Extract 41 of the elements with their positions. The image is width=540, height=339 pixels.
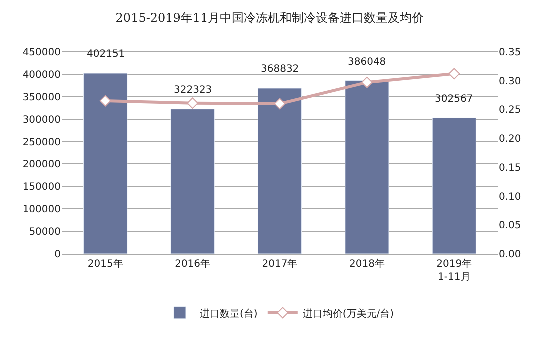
data-label: 322323 xyxy=(174,85,212,96)
bar xyxy=(258,88,302,254)
bar xyxy=(170,109,215,254)
bar xyxy=(345,80,390,254)
y-tick-label: 0 xyxy=(54,250,61,260)
point xyxy=(187,98,198,110)
y-tick-label: 100000 xyxy=(22,204,61,216)
legend-label: 进口均价(万美元/台) xyxy=(302,308,394,320)
x-tick-label: 2019年 1-11月 xyxy=(436,258,472,283)
y2-tick-label: 0.05 xyxy=(499,220,522,232)
x-tick-label: 2018年 xyxy=(349,258,385,270)
bar xyxy=(432,118,476,254)
point xyxy=(100,95,112,107)
x-tick-label: 2016年 xyxy=(175,258,211,270)
x-tick-label: 2017年 xyxy=(262,258,298,270)
data-label: 386048 xyxy=(348,57,386,68)
y2-tick-label: 0.15 xyxy=(499,162,522,174)
legend-label: 进口数量(台) xyxy=(200,308,258,320)
y-tick-label: 350000 xyxy=(22,92,61,104)
y-tick-label: 200000 xyxy=(22,160,61,171)
data-label: 402151 xyxy=(87,49,126,60)
y2-tick-label: 0.30 xyxy=(499,76,522,88)
y-tick-label: 50000 xyxy=(29,227,61,238)
y2-tick-label: 0.10 xyxy=(499,192,522,203)
y-tick-label: 450000 xyxy=(22,48,61,58)
y2-tick-label: 0.00 xyxy=(499,250,522,260)
bar xyxy=(84,73,128,254)
data-label: 368832 xyxy=(261,64,300,75)
x-tick-label: 2015年 xyxy=(88,258,124,270)
point xyxy=(274,98,286,110)
point xyxy=(448,68,460,80)
y-tick-label: 250000 xyxy=(22,137,61,148)
y-tick-label: 300000 xyxy=(22,114,61,126)
y2-tick-label: 0.25 xyxy=(499,105,522,116)
point xyxy=(362,76,373,88)
data-label: 302567 xyxy=(435,94,474,105)
chart-title: 2015-2019年11月中国冷冻机和制冷设备进口数量及均价 xyxy=(116,10,424,25)
y2-tick-label: 0.20 xyxy=(499,134,522,146)
y2-tick-label: 0.35 xyxy=(499,48,522,58)
y-tick-label: 150000 xyxy=(22,182,61,194)
y-tick-label: 400000 xyxy=(22,70,61,81)
